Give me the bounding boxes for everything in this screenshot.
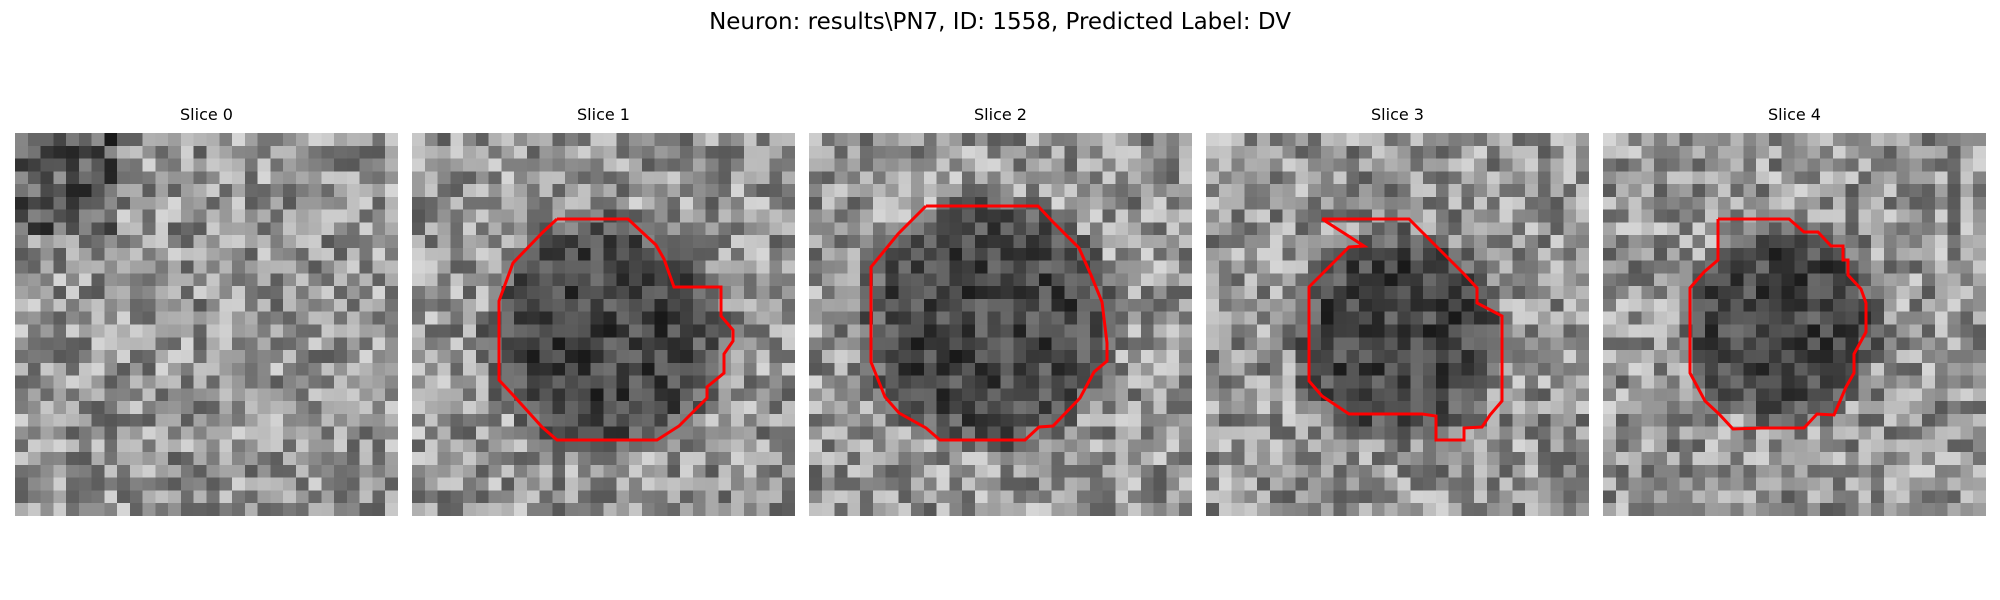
- slice-pixels: [1206, 133, 1589, 516]
- slice-image: [1206, 133, 1589, 516]
- slice-image: [1603, 133, 1986, 516]
- slice-title: Slice 1: [577, 105, 630, 124]
- slice-title: Slice 3: [1371, 105, 1424, 124]
- slice-title: Slice 4: [1768, 105, 1821, 124]
- slice-panel-1: Slice 1: [412, 105, 795, 520]
- figure-title: Neuron: results\PN7, ID: 1558, Predicted…: [709, 9, 1291, 35]
- slice-pixels: [412, 133, 795, 516]
- slice-image: [412, 133, 795, 516]
- slice-image: [15, 133, 398, 516]
- slice-panel-0: Slice 0: [15, 105, 398, 520]
- slice-panel-2: Slice 2: [809, 105, 1192, 520]
- slice-panel-4: Slice 4: [1603, 105, 1986, 520]
- slice-title: Slice 0: [180, 105, 233, 124]
- slice-panel-3: Slice 3: [1206, 105, 1589, 520]
- slice-pixels: [809, 133, 1192, 516]
- slice-pixels: [15, 133, 398, 516]
- slice-image: [809, 133, 1192, 516]
- slice-title: Slice 2: [974, 105, 1027, 124]
- slice-pixels: [1603, 133, 1986, 516]
